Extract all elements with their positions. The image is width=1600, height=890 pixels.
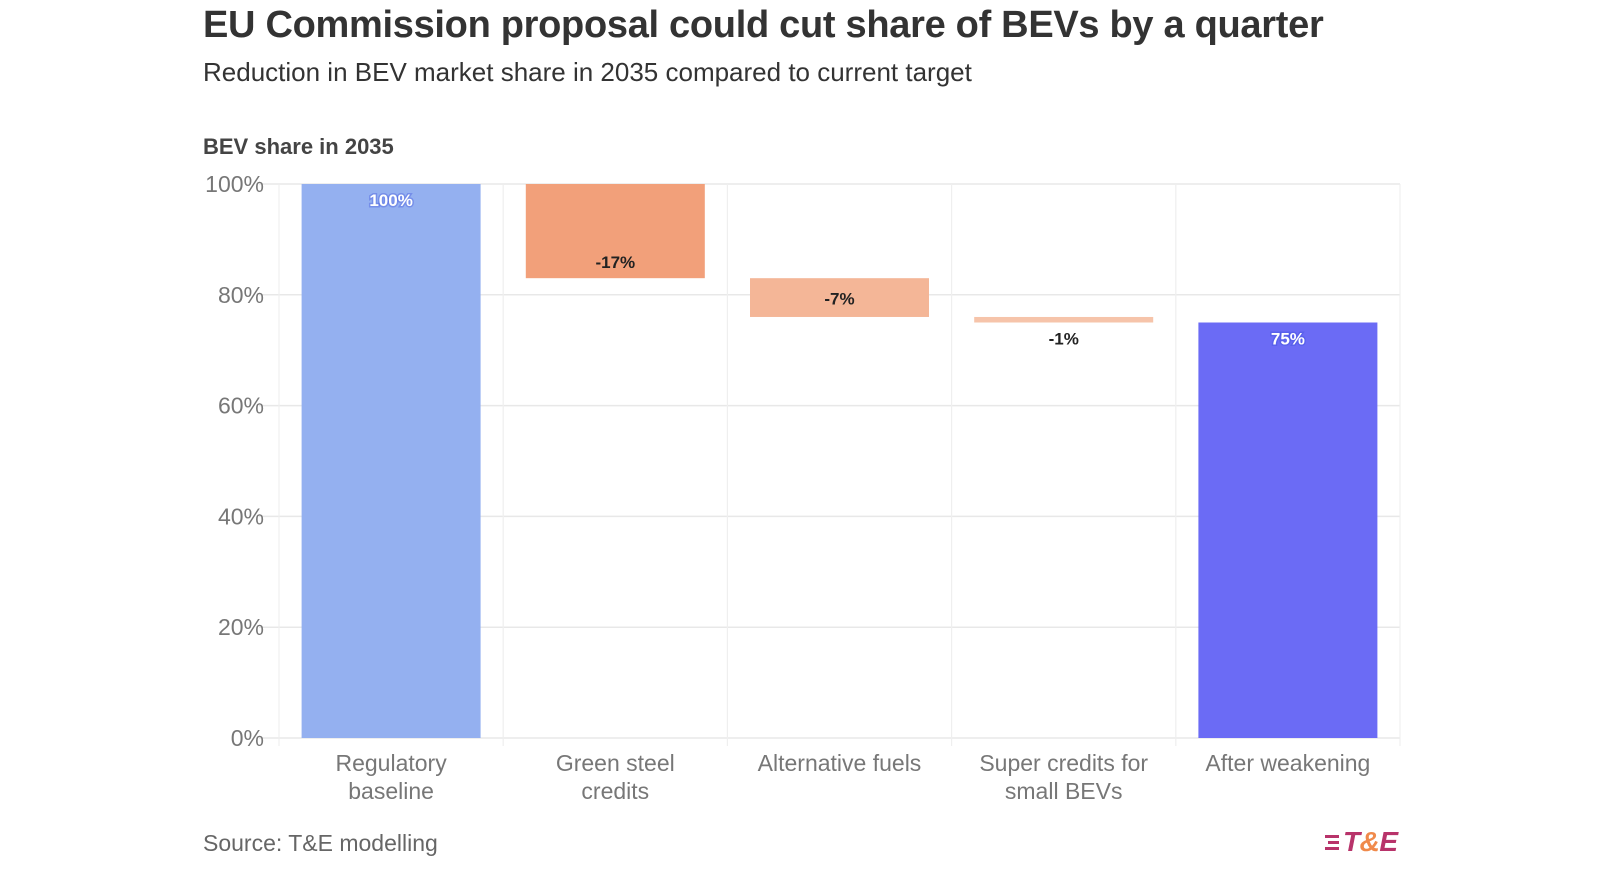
logo-text: T&E <box>1343 826 1398 858</box>
y-tick-label: 20% <box>218 614 264 640</box>
logo-t: T <box>1343 826 1360 857</box>
y-axis-ticks: 0% 20% 40% 60% 80% 100% <box>205 171 264 751</box>
x-tick-label: baseline <box>348 778 434 804</box>
source-note: Source: T&E modelling <box>203 830 438 856</box>
data-label-4: 75% <box>1271 330 1305 349</box>
data-label-1: -17% <box>595 253 635 272</box>
x-tick-label: Green steel <box>556 750 675 776</box>
data-label-0: 100% <box>369 191 412 210</box>
x-tick-label: small BEVs <box>1005 778 1123 804</box>
y-tick-label: 60% <box>218 393 264 419</box>
data-labels: 100% -17% -7% -1% 75% <box>368 190 1307 351</box>
y-tick-label: 40% <box>218 503 264 529</box>
y-axis-title: BEV share in 2035 <box>203 134 394 159</box>
chart-subtitle: Reduction in BEV market share in 2035 co… <box>203 57 972 87</box>
x-tick-label: Regulatory <box>335 750 447 776</box>
bar-2 <box>750 278 929 317</box>
data-label-3: -1% <box>1049 330 1079 349</box>
x-tick-label: Alternative fuels <box>758 750 922 776</box>
bars <box>301 184 1378 738</box>
logo-e: E <box>1379 826 1398 857</box>
y-tick-label: 0% <box>231 725 264 751</box>
x-tick-label: After weakening <box>1205 750 1370 776</box>
y-tick-label: 80% <box>218 282 264 308</box>
x-tick-label: credits <box>581 778 649 804</box>
x-tick-label: Super credits for <box>979 750 1148 776</box>
data-label-2: -7% <box>824 290 854 309</box>
logo-amp: & <box>1359 826 1380 857</box>
y-tick-label: 100% <box>205 171 264 197</box>
logo-stripes-icon <box>1325 834 1339 850</box>
bar-1 <box>525 184 705 279</box>
bar-4 <box>1198 322 1378 738</box>
chart-title: EU Commission proposal could cut share o… <box>203 4 1324 46</box>
bar-3 <box>974 316 1154 323</box>
bar-0 <box>301 184 481 738</box>
te-logo: T&E <box>1325 826 1398 858</box>
